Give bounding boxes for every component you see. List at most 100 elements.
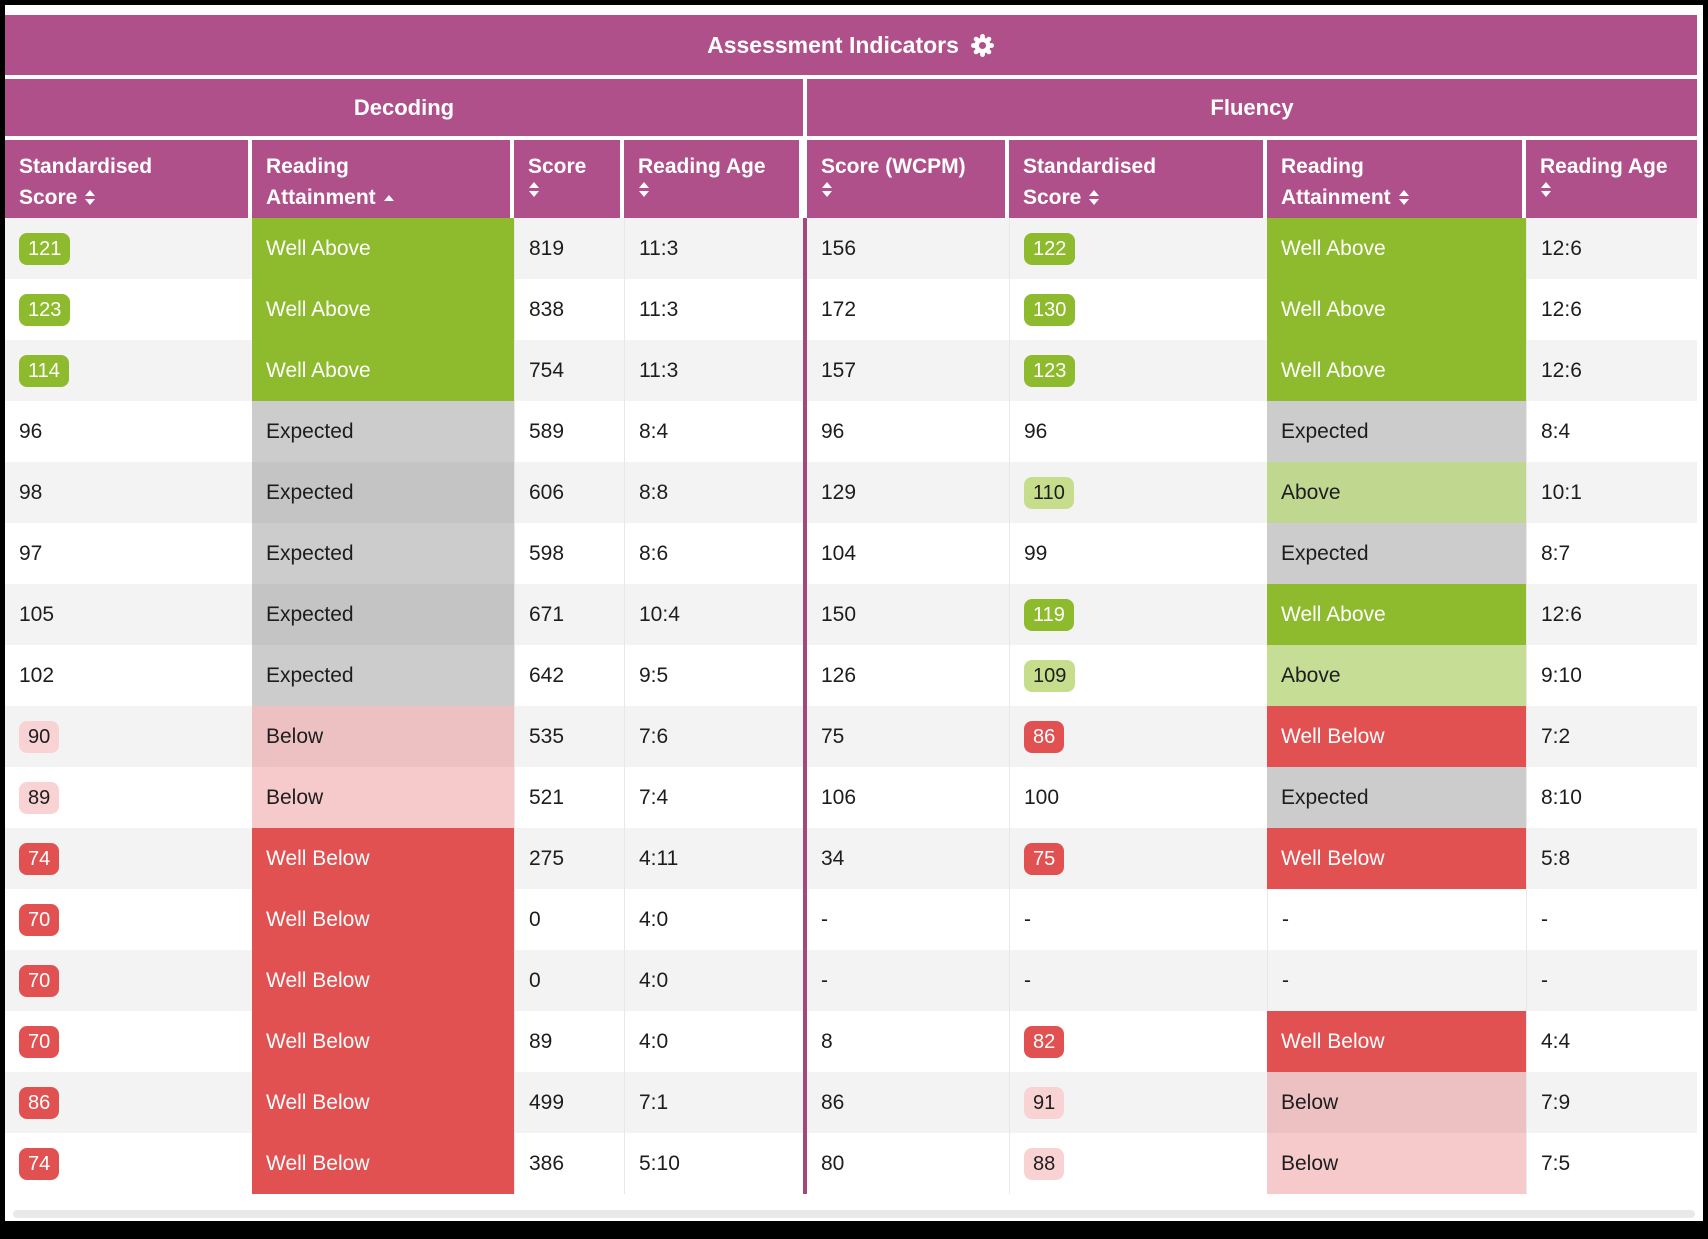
cell-fluency-reading-attainment: Expected [1267, 767, 1526, 828]
score-badge: 86 [1024, 720, 1065, 753]
col-header-label-line1: Reading [1281, 155, 1364, 178]
score-badge: 119 [1024, 598, 1074, 631]
cell-decoding-reading-attainment: Well Below [252, 1011, 514, 1072]
col-header-decoding-standardised-score[interactable]: Standardised Score [5, 140, 252, 218]
score-badge: 109 [1024, 659, 1076, 692]
section-divider [803, 706, 807, 767]
divider [5, 75, 1697, 79]
cell-fluency-score-wcpm: 104 [821, 541, 857, 565]
cell-decoding-score: 642 [514, 645, 624, 706]
score-badge: 70 [19, 964, 60, 997]
sort-toggle-icon [1398, 190, 1409, 205]
score-badge: 122 [1024, 232, 1076, 265]
section-divider [803, 279, 807, 340]
sort-toggle-icon [529, 182, 539, 197]
sort-up-arrow [529, 182, 539, 188]
cell-decoding-reading-attainment: Well Below [252, 889, 514, 950]
table-row: 74 Well Below 275 4:11 34 75 Well Below 5:8 [5, 828, 1697, 889]
score-badge: 130 [1024, 293, 1076, 326]
cell-decoding-standardised-score: 105 [19, 602, 55, 626]
col-header-label-line1: Reading Age [1540, 155, 1668, 178]
score-badge: 91 [1024, 1086, 1065, 1119]
col-header-fluency-standardised-score[interactable]: Standardised Score [1009, 140, 1267, 218]
cell-decoding-reading-age: 7:1 [624, 1072, 803, 1133]
section-divider [803, 218, 807, 279]
sort-toggle-icon [85, 190, 96, 205]
sort-down-arrow [639, 190, 649, 197]
cell-fluency-score-wcpm: 129 [821, 480, 857, 504]
cell-decoding-score: 671 [514, 584, 624, 645]
cell-fluency-score-wcpm: 157 [821, 358, 857, 382]
cell-decoding-score: 598 [514, 523, 624, 584]
table-row: 114 Well Above 754 11:3 157 123 Well Above 12:6 [5, 340, 1697, 401]
table-row: 97 Expected 598 8:6 104 99 Expected 8:7 [5, 523, 1697, 584]
cell-fluency-reading-age: 12:6 [1526, 584, 1697, 645]
table-row: 74 Well Below 386 5:10 80 88 Below 7:5 [5, 1133, 1697, 1194]
cell-fluency-standardised-score: 75 [1009, 828, 1267, 889]
col-header-label-line1: Score (WCPM) [821, 155, 966, 178]
horizontal-scrollbar-track[interactable] [13, 1210, 1695, 1218]
cell-fluency-score-wcpm: 75 [821, 724, 845, 748]
cell-decoding-standardised-score: 70 [5, 1011, 252, 1072]
col-header-decoding-score[interactable]: Score [514, 140, 624, 218]
cell-fluency-score-wcpm: 172 [821, 297, 857, 321]
cell-decoding-reading-attainment: Well Below [252, 828, 514, 889]
cell-decoding-reading-attainment: Expected [252, 584, 514, 645]
cell-decoding-reading-attainment: Below [252, 767, 514, 828]
sort-up-arrow [383, 194, 394, 201]
table-row: 89 Below 521 7:4 106 100 Expected 8:10 [5, 767, 1697, 828]
score-badge: 110 [1024, 476, 1074, 509]
cell-decoding-reading-age: 9:5 [624, 645, 803, 706]
sort-ascending-icon [383, 194, 394, 201]
cell-fluency-reading-attainment: Well Above [1267, 584, 1526, 645]
cell-fluency-reading-attainment: Above [1267, 462, 1526, 523]
cell-fluency-standardised-score: 119 [1009, 584, 1267, 645]
cell-fluency-reading-age: 9:10 [1526, 645, 1697, 706]
col-header-decoding-reading-attainment[interactable]: Reading Attainment [252, 140, 514, 218]
col-header-label-line1: Reading [266, 155, 349, 178]
section-divider [803, 767, 807, 828]
col-header-decoding-reading-age[interactable]: Reading Age [624, 140, 803, 218]
cell-decoding-reading-age: 11:3 [624, 340, 803, 401]
col-header-fluency-reading-age[interactable]: Reading Age [1526, 140, 1697, 218]
cell-decoding-reading-age: 7:6 [624, 706, 803, 767]
cell-decoding-standardised-score: 70 [5, 950, 252, 1011]
score-badge: 123 [1024, 354, 1076, 387]
col-header-fluency-score-wcpm[interactable]: Score (WCPM) [807, 140, 1009, 218]
divider [5, 136, 1697, 140]
cell-fluency-reading-attainment: Well Above [1267, 340, 1526, 401]
section-divider [803, 340, 807, 401]
cell-fluency-reading-attainment: Below [1267, 1133, 1526, 1194]
col-header-label-line2 [1540, 182, 1697, 197]
gear-icon[interactable] [970, 33, 995, 58]
score-badge: 70 [19, 903, 60, 936]
score-badge: 75 [1024, 842, 1065, 875]
col-header-fluency-reading-attainment[interactable]: Reading Attainment [1267, 140, 1526, 218]
cell-decoding-reading-age: 8:6 [624, 523, 803, 584]
sort-down-arrow [1541, 190, 1551, 197]
col-header-label-line2 [821, 182, 1005, 197]
cell-decoding-score: 589 [514, 401, 624, 462]
table-row: 70 Well Below 89 4:0 8 82 Well Below 4:4 [5, 1011, 1697, 1072]
cell-fluency-standardised-score: 109 [1009, 645, 1267, 706]
sort-up-arrow [822, 182, 832, 188]
sort-up-arrow [639, 182, 649, 188]
section-divider [803, 828, 807, 889]
cell-fluency-standardised-score: - [1009, 950, 1267, 1011]
cell-fluency-score-wcpm: 126 [821, 663, 857, 687]
table-row: 70 Well Below 0 4:0- - - - [5, 889, 1697, 950]
score-badge: 86 [19, 1086, 60, 1119]
cell-fluency-reading-attainment: Below [1267, 1072, 1526, 1133]
cell-decoding-standardised-score: 90 [5, 706, 252, 767]
col-header-label-line2 [638, 182, 799, 197]
cell-decoding-reading-age: 7:4 [624, 767, 803, 828]
section-divider [803, 523, 807, 584]
cell-fluency-reading-attainment: Well Above [1267, 218, 1526, 279]
cell-fluency-score-wcpm: 34 [821, 846, 845, 870]
cell-fluency-reading-attainment: Well Below [1267, 828, 1526, 889]
sort-down-arrow [529, 190, 539, 197]
score-badge: 74 [19, 842, 60, 875]
cell-decoding-reading-attainment: Well Above [252, 279, 514, 340]
cell-decoding-reading-age: 8:8 [624, 462, 803, 523]
col-header-label-line2: Score [1023, 182, 1263, 213]
